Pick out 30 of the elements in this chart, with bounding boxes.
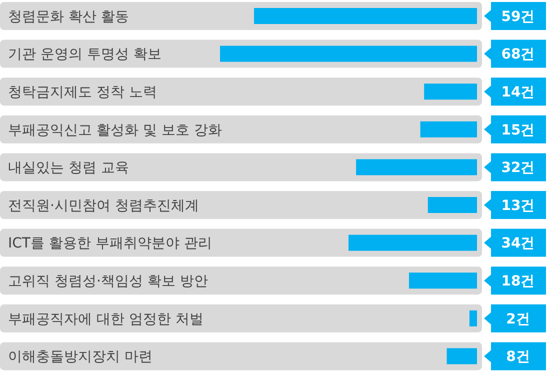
bar — [348, 234, 477, 251]
bar — [356, 159, 477, 176]
y-tick-label: 청렴문화 확산 활동 — [8, 8, 129, 25]
data-label: 34건 — [501, 236, 535, 252]
bar — [424, 84, 477, 100]
data-label: 32건 — [501, 160, 535, 176]
data-label: 2건 — [506, 311, 530, 328]
bar — [220, 46, 477, 62]
y-tick-label: 고위직 청렴성·책임성 확보 방안 — [8, 274, 208, 290]
data-label: 15건 — [501, 122, 535, 138]
bar — [420, 121, 477, 138]
data-label: 13건 — [501, 198, 535, 214]
y-tick-label: 청탁금지제도 정착 노력 — [8, 84, 157, 100]
data-label: 14건 — [501, 84, 535, 100]
data-label: 18건 — [501, 274, 535, 290]
bar — [469, 310, 477, 326]
data-label: 68건 — [501, 46, 535, 63]
y-tick-label: 전직원·시민참여 청렴추진체계 — [8, 198, 199, 214]
bar — [408, 272, 477, 289]
y-tick-label: ICT를 활용한 부패취약분야 관리 — [8, 236, 212, 252]
bar — [254, 8, 477, 24]
y-tick-label: 이해충돌방지장치 마련 — [8, 349, 152, 366]
data-label: 8건 — [506, 349, 530, 366]
bar — [428, 197, 477, 213]
bar — [446, 348, 477, 364]
y-tick-label: 부패공익신고 활성화 및 보호 강화 — [8, 122, 222, 138]
y-tick-label: 부패공직자에 대한 엄정한 처벌 — [8, 311, 204, 328]
data-label: 59건 — [501, 8, 535, 25]
y-tick-label: 기관 운영의 투명성 확보 — [8, 46, 162, 63]
y-tick-label: 내실있는 청렴 교육 — [8, 160, 129, 176]
